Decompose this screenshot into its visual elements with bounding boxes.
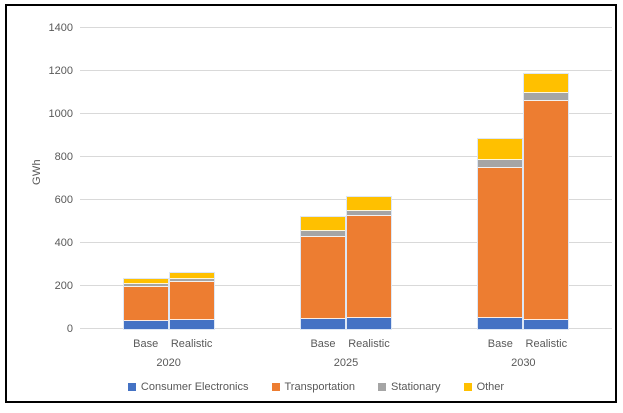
segment-consumer-electronics [478,318,523,329]
segment-consumer-electronics [346,318,391,329]
gridline-800 [80,156,612,157]
group-2025: Base Realistic 2025 [257,28,434,369]
segment-stationary [300,231,345,237]
segment-consumer-electronics [524,320,569,329]
bar-2025-realistic [345,195,392,331]
group-2030: Base Realistic 2030 [435,28,612,369]
segment-other [169,273,214,279]
legend-swatch-icon [463,383,472,391]
bar-2030-realistic [523,73,570,330]
bars-row-2030 [435,28,612,331]
ytick-1400: 1400 [48,22,73,34]
gridline-600 [80,199,612,200]
legend-label: Consumer Electronics [140,381,249,393]
bar-2025-base [299,216,346,330]
legend-item-consumer-electronics: Consumer Electronics [127,381,249,393]
segment-other [524,74,569,93]
plot-area [80,27,612,329]
legend-item-other: Other [463,381,505,393]
ytick-1200: 1200 [48,65,73,77]
bar-2020-base [122,277,169,330]
segment-consumer-electronics [123,321,168,329]
legend-label: Stationary [391,381,441,393]
segment-consumer-electronics [300,319,345,329]
legend-label: Other [476,381,505,393]
gridline-200 [80,285,612,286]
legend-item-transportation: Transportation [271,381,356,393]
segment-transportation [478,167,523,319]
bars-row-2020 [80,28,257,330]
segment-other [300,217,345,232]
scenario-labels-2025: Base Realistic [257,338,434,350]
gridline-400 [80,242,612,243]
legend: Consumer Electronics Transportation Statio… [12,379,620,395]
scenario-labels-2030: Base Realistic [435,338,612,350]
ytick-800: 800 [54,151,73,163]
scenario-label: Base [133,338,159,350]
year-label-2030: 2030 [511,357,536,369]
segment-other [123,278,168,284]
year-label-2020: 2020 [156,357,181,369]
scenario-label: Realistic [170,338,213,350]
legend-item-stationary: Stationary [378,381,441,393]
chart-border-frame: GWh 0 200 400 600 800 1000 1200 1400 Base Realis… [5,4,617,403]
gridline-1000 [80,113,612,114]
segment-transportation [346,216,391,319]
scenario-label: Base [310,338,336,350]
bar-groups: Base Realistic 2020 Base Realistic 2025 Base Re… [80,28,612,369]
gridline-1200 [80,70,612,71]
segment-transportation [169,281,214,321]
segment-transportation [300,236,345,320]
gridline-1400 [80,27,612,28]
segment-stationary [524,92,569,102]
legend-swatch-icon [271,383,280,391]
y-axis-tick-labels: 0 200 400 600 800 1000 1200 1400 [35,22,73,335]
legend-label: Transportation [284,381,356,393]
legend-swatch-icon [127,383,136,391]
ytick-0: 0 [66,323,73,335]
segment-transportation [524,101,569,321]
segment-stationary [169,278,214,282]
segment-consumer-electronics [169,320,214,329]
segment-stationary [123,283,168,288]
bars-row-2025 [257,28,434,331]
legend-swatch-icon [378,383,387,391]
gridline-0 [80,328,612,329]
bar-2020-realistic [168,272,215,330]
year-label-2025: 2025 [333,357,359,369]
segment-other [478,138,523,161]
scenario-label: Realistic [348,338,390,350]
bar-2030-base [477,137,524,331]
segment-transportation [123,287,168,322]
scenario-label: Base [487,338,513,350]
ytick-400: 400 [54,237,73,249]
segment-stationary [478,160,523,168]
ytick-600: 600 [54,194,73,206]
segment-stationary [346,210,391,217]
ytick-1000: 1000 [48,108,73,120]
segment-other [346,196,391,211]
scenario-label: Realistic [525,338,568,350]
ytick-200: 200 [54,280,73,292]
scenario-labels-2020: Base Realistic [80,338,257,350]
group-2020: Base Realistic 2020 [80,28,257,369]
